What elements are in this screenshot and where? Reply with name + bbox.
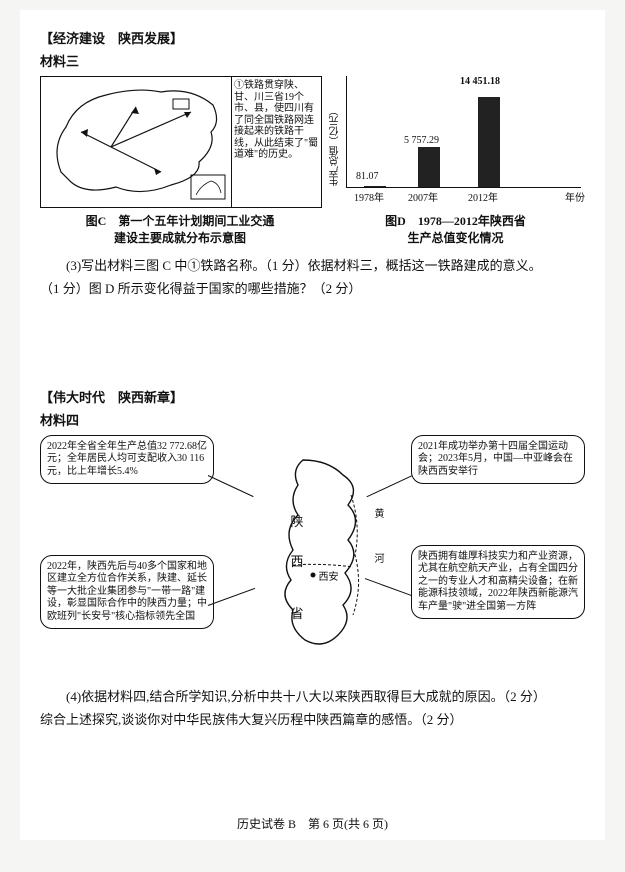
material4-label: 材料四: [40, 410, 585, 429]
question-3-l1: (3)写出材料三图 C 中①铁路名称。（1 分）依据材料三，概括这一铁路建成的意…: [66, 258, 542, 273]
figure-captions: 图C 第一个五年计划期间工业交通 建设主要成就分布示意图 图D 1978—201…: [40, 212, 585, 246]
shaanxi-outline-icon: [243, 455, 383, 655]
chart-axis-x: [346, 187, 581, 188]
figure-c-map: [41, 77, 232, 207]
question-4-l2: 综合上述探究,谈谈你对中华民族伟大复兴历程中陕西篇章的感悟。（2 分）: [40, 712, 463, 727]
chart-cat-1978: 1978年: [354, 189, 384, 204]
chart-bar-1978: [364, 186, 386, 187]
figure-row-material3: ①铁路贯穿陕、甘、川三省19个市、县，使四川有了同全国铁路网连接起来的铁路干线，…: [40, 76, 585, 208]
bubble-top-right: 2021年成功举办第十四届全国运动会；2023年5月，中国—中亚峰会在陕西西安举…: [411, 435, 585, 485]
city-xian-label: 西安: [319, 568, 339, 583]
chart-cat-unit: 年份: [565, 189, 585, 204]
figure-c-side-text: ①铁路贯穿陕、甘、川三省19个市、县，使四川有了同全国铁路网连接起来的铁路干线，…: [232, 77, 321, 207]
figure-d-caption-l1: 图D 1978—2012年陕西省: [326, 212, 585, 229]
figure-d-chart: 生产总值（亿元） 81.07 5 757.29 14 451.18 1978年 …: [328, 76, 585, 206]
page-footer: 历史试卷 B 第 6 页(共 6 页): [20, 815, 605, 832]
question-4: (4)依据材料四,结合所学知识,分析中共十八大以来陕西取得巨大成就的原因。（2 …: [40, 685, 585, 732]
question-4-l1: (4)依据材料四,结合所学知识,分析中共十八大以来陕西取得巨大成就的原因。（2 …: [66, 689, 546, 704]
chart-value-1978: 81.07: [356, 171, 379, 182]
bubble-bottom-right: 陕西拥有雄厚科技实力和产业资源，尤其在航空航天产业，占有全国四分之一的专业人才和…: [411, 545, 585, 620]
chart-axis-y: [346, 76, 347, 188]
chart-value-2012: 14 451.18: [460, 76, 500, 87]
figure-c-caption: 图C 第一个五年计划期间工业交通 建设主要成就分布示意图: [40, 212, 320, 246]
bubble-bottom-left: 2022年，陕西先后与40多个国家和地区建立全方位合作关系，陕建、延长等一大批企…: [40, 555, 214, 630]
question-3: (3)写出材料三图 C 中①铁路名称。（1 分）依据材料三，概括这一铁路建成的意…: [40, 254, 585, 301]
figure-c-caption-l2: 建设主要成就分布示意图: [40, 229, 320, 246]
bar-chart: 生产总值（亿元） 81.07 5 757.29 14 451.18 1978年 …: [328, 76, 585, 206]
chart-bar-2012: [478, 97, 500, 187]
material3-label: 材料三: [40, 51, 585, 70]
province-char-1: 陕: [291, 511, 304, 530]
chart-bar-2007: [418, 147, 440, 187]
answer-space-3: [40, 307, 585, 387]
chart-cat-2012: 2012年: [468, 189, 498, 204]
figure-c: ①铁路贯穿陕、甘、川三省19个市、县，使四川有了同全国铁路网连接起来的铁路干线，…: [40, 76, 322, 208]
figure-d-caption: 图D 1978—2012年陕西省 生产总值变化情况: [326, 212, 585, 246]
shaanxi-map: 黄 河 陕 西 省 西安: [243, 455, 383, 655]
river-label-huang: 黄: [375, 505, 385, 520]
bubble-top-left: 2022年全省全年生产总值32 772.68亿元；全年居民人均可支配收入30 1…: [40, 435, 214, 485]
material4-figure: 2022年全省全年生产总值32 772.68亿元；全年居民人均可支配收入30 1…: [40, 435, 585, 675]
chart-value-2007: 5 757.29: [404, 135, 439, 146]
exam-page: 【经济建设 陕西发展】 材料三: [20, 10, 605, 840]
province-char-2: 西: [291, 551, 304, 570]
figure-c-caption-l1: 图C 第一个五年计划期间工业交通: [40, 212, 320, 229]
chart-y-label: 生产总值（亿元）: [328, 106, 343, 186]
section4-heading: 【伟大时代 陕西新章】: [40, 387, 585, 406]
china-map-icon: [41, 77, 231, 207]
river-label-wei: 河: [375, 550, 385, 565]
question-3-l2: （1 分）图 D 所示变化得益于国家的哪些措施？（2 分）: [40, 281, 361, 296]
chart-cat-2007: 2007年: [408, 189, 438, 204]
province-char-3: 省: [291, 603, 304, 622]
figure-d-caption-l2: 生产总值变化情况: [326, 229, 585, 246]
section3-heading: 【经济建设 陕西发展】: [40, 28, 585, 47]
